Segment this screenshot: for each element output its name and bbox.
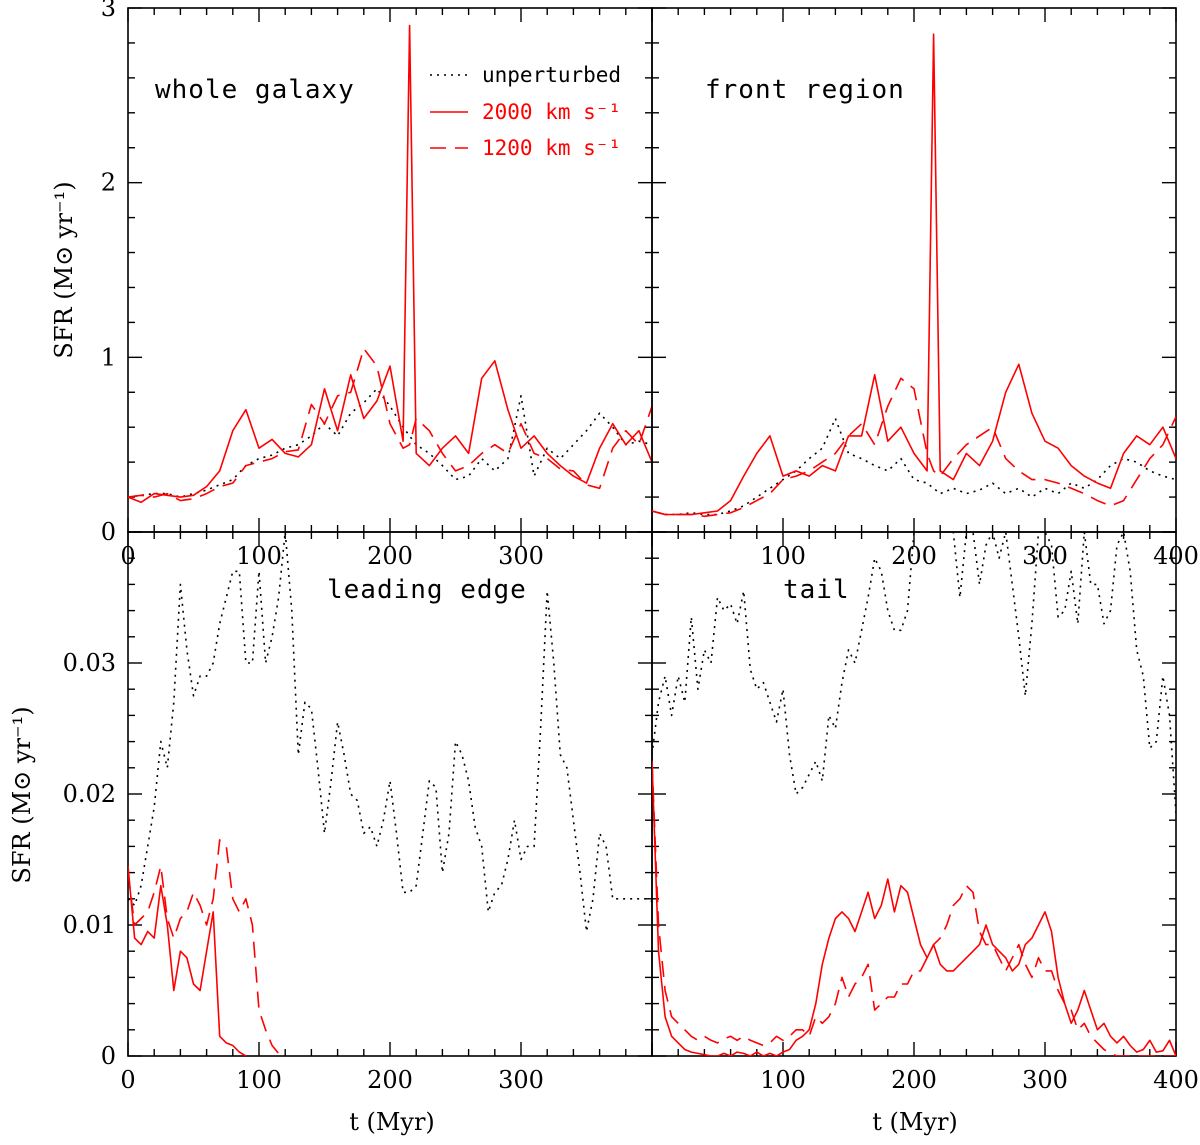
x-tick-label: 100 bbox=[760, 1066, 806, 1094]
y-tick-label: 0.03 bbox=[63, 649, 116, 677]
series-line-unperturbed bbox=[128, 532, 652, 933]
series-line-unperturbed bbox=[652, 417, 1176, 516]
y-tick-label: 0.02 bbox=[63, 780, 116, 808]
x-tick-label: 200 bbox=[891, 1066, 937, 1094]
legend-label-2000: 2000 km s⁻¹ bbox=[482, 100, 621, 124]
legend-label-1200: 1200 km s⁻¹ bbox=[482, 136, 621, 160]
x-tick-label: 100 bbox=[236, 1066, 282, 1094]
x-tick-label: 200 bbox=[367, 542, 413, 570]
y-axis-title-bottom: SFR (M⊙ yr⁻¹) bbox=[8, 706, 36, 883]
series-line-1200-km-s bbox=[652, 377, 1176, 518]
plot-frame bbox=[127, 531, 653, 1057]
x-tick-label: 300 bbox=[1022, 542, 1068, 570]
series-line-2000-km-s bbox=[128, 24, 652, 504]
x-tick-label: 100 bbox=[760, 542, 806, 570]
y-tick-label: 0 bbox=[101, 1042, 116, 1070]
x-axis-title-left: t (Myr) bbox=[349, 1108, 435, 1136]
panel-title-whole-galaxy: whole galaxy bbox=[155, 75, 355, 105]
series-line-unperturbed bbox=[652, 532, 1176, 814]
x-tick-label: 400 bbox=[1153, 1066, 1199, 1094]
series-line-unperturbed bbox=[128, 387, 652, 498]
x-tick-label: 300 bbox=[498, 542, 544, 570]
y-tick-label: 2 bbox=[101, 169, 116, 197]
x-tick-label: 0 bbox=[120, 1066, 135, 1094]
legend: unperturbed 2000 km s⁻¹ 1200 km s⁻¹ bbox=[430, 63, 621, 160]
series-line-1200-km-s bbox=[128, 347, 652, 502]
series-line-1200-km-s bbox=[128, 839, 286, 1056]
x-tick-label: 100 bbox=[236, 542, 282, 570]
x-tick-label: 300 bbox=[1022, 1066, 1068, 1094]
x-tick-label: 300 bbox=[498, 1066, 544, 1094]
y-tick-label: 1 bbox=[101, 343, 116, 371]
panel-title-leading-edge: leading edge bbox=[327, 575, 527, 605]
panel-title-tail: tail bbox=[783, 575, 850, 605]
y-tick-label: 3 bbox=[101, 0, 116, 22]
panel-title-front-region: front region bbox=[705, 75, 905, 105]
x-tick-label: 200 bbox=[367, 1066, 413, 1094]
x-tick-label: 200 bbox=[891, 542, 937, 570]
panel-leading-edge: 0 100 200 300 0 0.01 0.02 0.03 bbox=[63, 531, 653, 1094]
series-line-2000-km-s bbox=[128, 865, 247, 1056]
panel-tail: 100 200 300 400 bbox=[651, 531, 1199, 1094]
series-line-1200-km-s bbox=[652, 761, 1176, 1056]
y-tick-label: 0.01 bbox=[63, 911, 116, 939]
y-axis-title-top: SFR (M⊙ yr⁻¹) bbox=[50, 181, 78, 358]
x-axis-title-right: t (Myr) bbox=[872, 1108, 958, 1136]
plot-frame bbox=[651, 531, 1177, 1057]
y-tick-label: 0 bbox=[101, 518, 116, 546]
series-line-2000-km-s bbox=[652, 761, 1176, 1056]
series-line-2000-km-s bbox=[652, 33, 1176, 516]
legend-label-unperturbed: unperturbed bbox=[482, 63, 621, 87]
